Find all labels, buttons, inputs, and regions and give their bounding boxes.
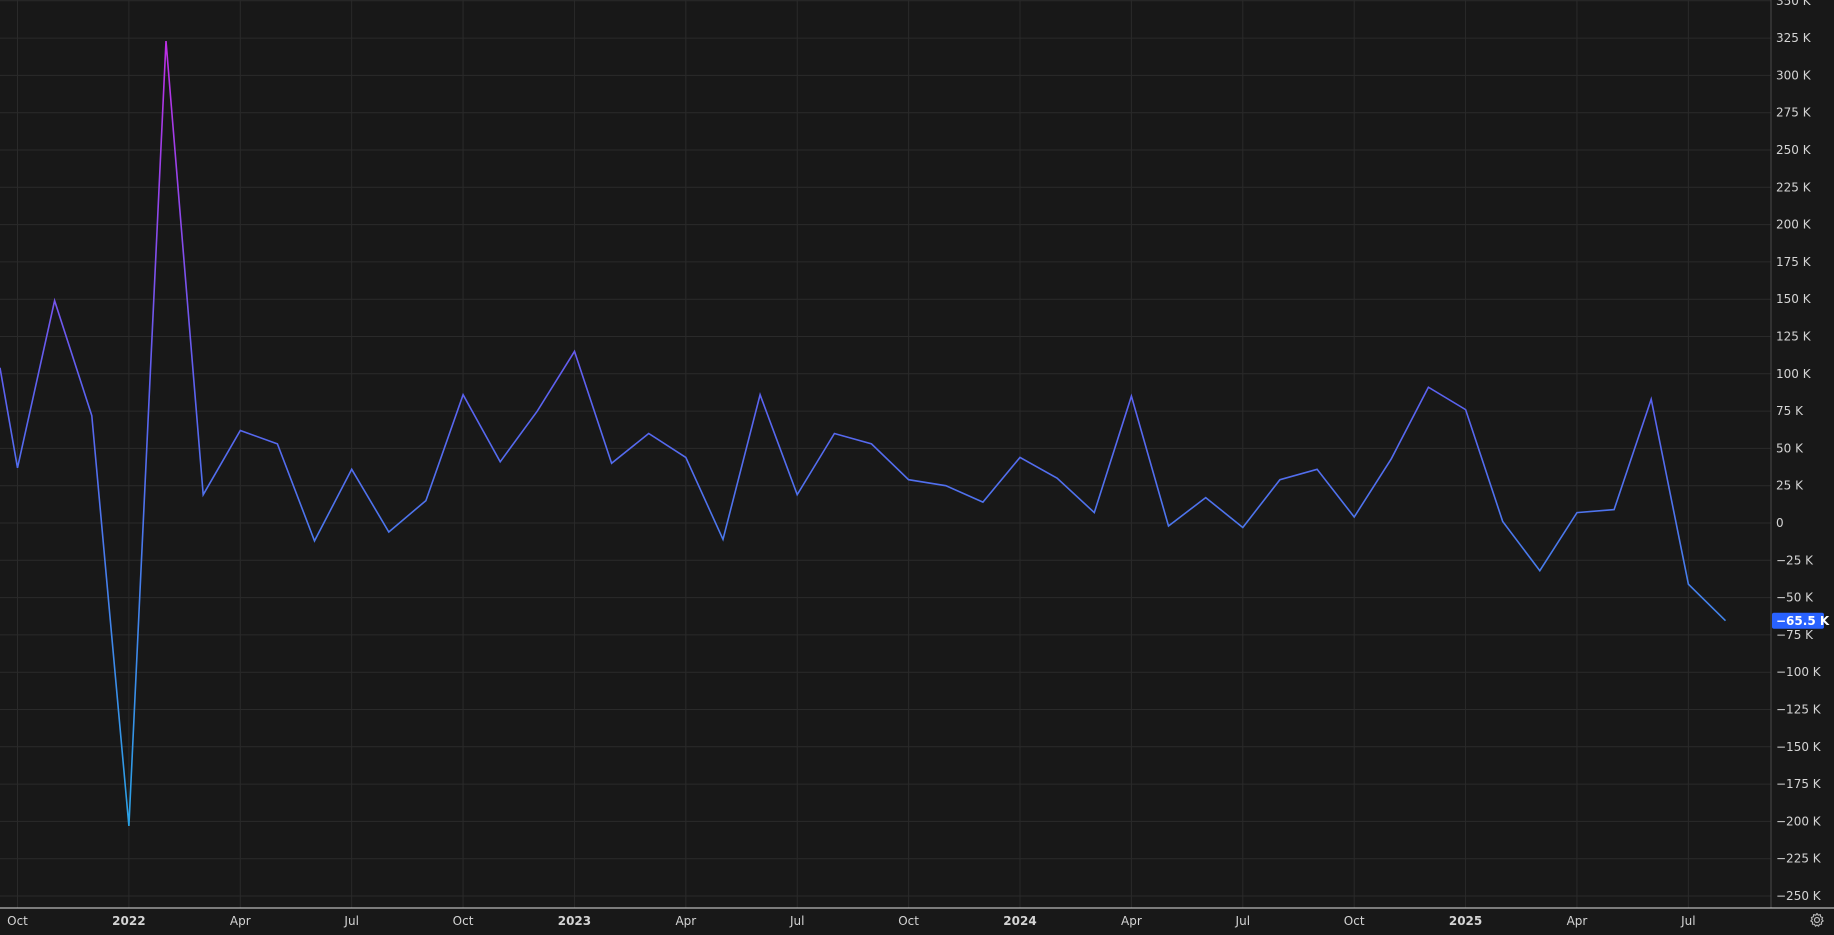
x-axis-ticks[interactable]: Oct 2022 Apr Jul Oct 2023 Apr Jul Oct 2024 Apr Jul O… <box>7 914 1695 928</box>
y-tick-label: 225 K <box>1776 180 1812 194</box>
y-tick-label: 175 K <box>1776 255 1812 269</box>
y-tick-label: −150 K <box>1776 740 1822 754</box>
y-tick-label: 0 <box>1776 516 1784 530</box>
y-tick-label: 350 K <box>1776 0 1812 8</box>
x-tick-year-label: 2022 <box>112 914 145 928</box>
y-tick-label: 75 K <box>1776 404 1804 418</box>
x-tick-label: Oct <box>898 914 919 928</box>
last-value-badge-bg <box>1772 612 1824 629</box>
y-tick-label: 150 K <box>1776 292 1812 306</box>
x-tick-label: Jul <box>789 914 804 928</box>
y-tick-label: −250 K <box>1776 889 1822 903</box>
y-tick-label: 25 K <box>1776 479 1804 493</box>
y-tick-label: −200 K <box>1776 814 1822 828</box>
y-tick-label: −175 K <box>1776 777 1822 791</box>
grid-lines <box>0 0 1771 908</box>
x-tick-label: Apr <box>675 914 696 928</box>
x-tick-label: Oct <box>7 914 28 928</box>
y-tick-label: −50 K <box>1776 591 1814 605</box>
y-tick-label: 100 K <box>1776 367 1812 381</box>
x-tick-year-label: 2024 <box>1003 914 1036 928</box>
y-tick-label: 125 K <box>1776 330 1812 344</box>
settings-gear-icon <box>1810 912 1824 927</box>
y-tick-label: −125 K <box>1776 703 1822 717</box>
y-axis-ticks[interactable]: 350 K 325 K 300 K 275 K 250 K 225 K 200 K 175 K… <box>1776 0 1822 903</box>
y-tick-label: 250 K <box>1776 143 1812 157</box>
y-tick-label: −75 K <box>1776 628 1814 642</box>
y-tick-label: 325 K <box>1776 31 1812 45</box>
y-tick-label: 50 K <box>1776 441 1804 455</box>
x-tick-label: Apr <box>1121 914 1142 928</box>
chart-settings-button[interactable] <box>1806 909 1828 931</box>
y-tick-label: 200 K <box>1776 218 1812 232</box>
y-tick-label: 275 K <box>1776 106 1812 120</box>
x-tick-label: Apr <box>230 914 251 928</box>
x-tick-label: Jul <box>1680 914 1695 928</box>
y-tick-label: −25 K <box>1776 553 1814 567</box>
y-tick-label: −225 K <box>1776 852 1822 866</box>
y-tick-label: 300 K <box>1776 68 1812 82</box>
x-tick-year-label: 2023 <box>558 914 591 928</box>
x-tick-year-label: 2025 <box>1449 914 1482 928</box>
series-layer <box>0 41 1727 826</box>
last-value-badge: −65.5 K <box>1772 612 1830 629</box>
x-tick-label: Apr <box>1567 914 1588 928</box>
x-tick-label: Jul <box>343 914 358 928</box>
x-tick-label: Oct <box>453 914 474 928</box>
series-line <box>0 41 1727 826</box>
x-tick-label: Oct <box>1344 914 1365 928</box>
last-value-label: −65.5 K <box>1776 614 1830 628</box>
y-tick-label: −100 K <box>1776 665 1822 679</box>
x-tick-label: Jul <box>1235 914 1250 928</box>
